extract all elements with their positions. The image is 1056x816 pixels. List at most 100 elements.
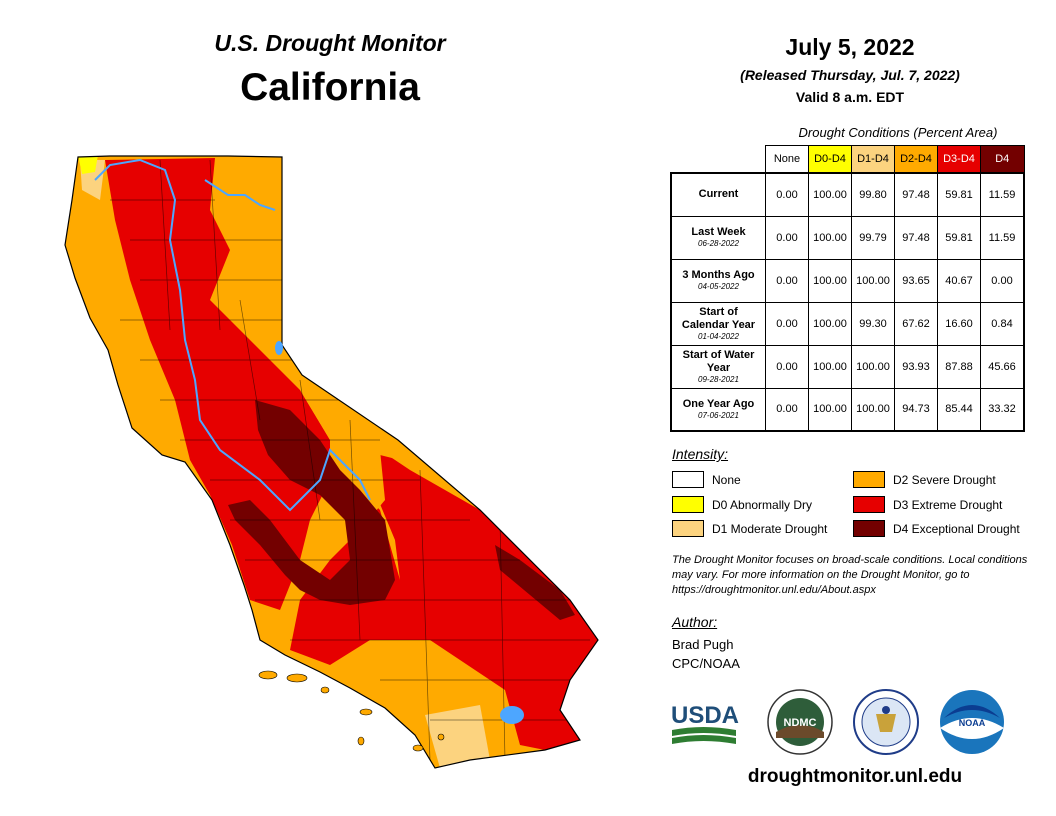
map-subtitle: U.S. Drought Monitor — [214, 30, 446, 56]
commerce-seal — [853, 689, 919, 755]
column-header: D4 — [980, 145, 1025, 174]
table-cell: 0.00 — [765, 258, 809, 303]
legend-swatch — [853, 520, 885, 537]
table-caption: Drought Conditions (Percent Area) — [798, 125, 998, 140]
table-row: 3 Months Ago 04-05-2022 0.00 100.00 100.00 93… — [670, 258, 1025, 303]
usda-logo: USDA — [671, 702, 739, 744]
legend-label: D3 Extreme Drought — [893, 497, 1003, 512]
row-header: Start of Calendar Year 01-04-2022 — [670, 301, 766, 346]
row-date: 07-06-2021 — [698, 410, 739, 420]
table-cell: 40.67 — [937, 258, 981, 303]
row-header: Last Week 06-28-2022 — [670, 215, 766, 260]
noaa-logo: NOAA — [940, 690, 1004, 754]
legend-item: D2 Severe Drought — [853, 471, 996, 488]
table-cell: 16.60 — [937, 301, 981, 346]
table-cell: 97.48 — [894, 215, 938, 260]
table-cell: 0.00 — [765, 387, 809, 432]
legend-label: D0 Abnormally Dry — [712, 497, 813, 512]
table-cell: 100.00 — [851, 344, 895, 389]
legend-item: D3 Extreme Drought — [853, 496, 1002, 513]
channel-islands — [258, 670, 445, 752]
column-header: D0-D4 — [808, 145, 852, 174]
table-cell: 99.30 — [851, 301, 895, 346]
map-date: July 5, 2022 — [785, 34, 915, 60]
table-row: Start of Water Year 09-28-2021 0.00 100.00 1… — [670, 344, 1025, 389]
legend-title: Intensity: — [672, 446, 729, 462]
table-cell: 100.00 — [808, 215, 852, 260]
table-row: Current 0.00 100.00 99.80 97.48 59.81 11.59 — [670, 172, 1025, 217]
table-cell: 94.73 — [894, 387, 938, 432]
legend-item: D0 Abnormally Dry — [672, 496, 812, 513]
table-cell: 0.84 — [980, 301, 1025, 346]
california-drought-map — [64, 155, 599, 769]
table-cell: 59.81 — [937, 172, 981, 217]
legend-swatch — [853, 471, 885, 488]
table-cell: 100.00 — [808, 301, 852, 346]
svg-text:NOAA: NOAA — [959, 718, 986, 728]
table-cell: 45.66 — [980, 344, 1025, 389]
svg-text:NDMC: NDMC — [784, 717, 817, 729]
author-title: Author: — [672, 614, 718, 630]
table-cell: 0.00 — [765, 301, 809, 346]
table-row: One Year Ago 07-06-2021 0.00 100.00 100.00 94… — [670, 387, 1025, 432]
table-cell: 33.32 — [980, 387, 1025, 432]
row-label: 3 Months Ago — [682, 269, 755, 281]
d3-area-central — [105, 158, 330, 610]
legend-item: None — [672, 471, 741, 488]
table-cell: 11.59 — [980, 215, 1025, 260]
row-label: Start of Water Year — [682, 348, 755, 374]
state-outline — [64, 155, 599, 769]
column-header: D2-D4 — [894, 145, 938, 174]
row-label: Current — [698, 188, 739, 201]
column-header: None — [765, 145, 809, 174]
legend-item: D4 Exceptional Drought — [853, 520, 1020, 537]
table-cell: 97.48 — [894, 172, 938, 217]
disclaimer-note: The Drought Monitor focuses on broad-sca… — [672, 554, 1028, 596]
row-date: 06-28-2022 — [698, 239, 739, 248]
river-north — [204, 179, 276, 211]
legend-label: D1 Moderate Drought — [712, 521, 828, 536]
d1-area-south — [425, 705, 490, 768]
lake-tahoe — [275, 341, 283, 355]
drought-conditions-table: None D0-D4 D1-D4 D2-D4 D3-D4 D4 Current 0.00 10… — [670, 145, 1025, 432]
table-cell: 100.00 — [851, 387, 895, 432]
table-cell: 93.93 — [894, 344, 938, 389]
table-cell: 93.65 — [894, 258, 938, 303]
column-header: D3-D4 — [937, 145, 981, 174]
website-url[interactable]: droughtmonitor.unl.edu — [747, 766, 963, 787]
table-cell: 100.00 — [808, 172, 852, 217]
table-cell: 0.00 — [765, 215, 809, 260]
legend-label: None — [712, 472, 741, 487]
table-cell: 99.79 — [851, 215, 895, 260]
agency-logos: USDA NDMC NOAA — [671, 689, 1004, 755]
table-cell: 67.62 — [894, 301, 938, 346]
d4-area-east — [495, 545, 575, 620]
row-date: 04-05-2022 — [698, 282, 739, 291]
d2-sierra-strip — [300, 390, 400, 580]
table-cell: 85.44 — [937, 387, 981, 432]
column-header: D1-D4 — [851, 145, 895, 174]
row-label: Last Week — [691, 226, 746, 238]
row-header: 3 Months Ago 04-05-2022 — [670, 258, 766, 303]
table-cell: 99.80 — [851, 172, 895, 217]
table-cell: 100.00 — [808, 344, 852, 389]
d4-area-central — [228, 400, 395, 605]
salton-sea — [500, 706, 524, 724]
author-org: CPC/NOAA — [672, 656, 740, 671]
table-cell: 59.81 — [937, 215, 981, 260]
table-corner — [671, 146, 766, 174]
legend-item: D1 Moderate Drought — [672, 520, 827, 537]
author-name: Brad Pugh — [672, 637, 734, 652]
row-header: One Year Ago 07-06-2021 — [670, 387, 766, 432]
row-label: One Year Ago — [682, 397, 755, 410]
legend-label: D4 Exceptional Drought — [893, 521, 1020, 536]
table-header-row: None D0-D4 D1-D4 D2-D4 D3-D4 D4 — [671, 145, 1025, 174]
table-cell: 100.00 — [808, 258, 852, 303]
legend-swatch — [672, 520, 704, 537]
map-title: California — [240, 66, 420, 109]
river-network — [94, 158, 371, 512]
row-header: Start of Water Year 09-28-2021 — [670, 344, 766, 389]
ndmc-logo: NDMC — [767, 689, 833, 755]
table-cell: 100.00 — [851, 258, 895, 303]
row-date: 09-28-2021 — [698, 374, 739, 384]
